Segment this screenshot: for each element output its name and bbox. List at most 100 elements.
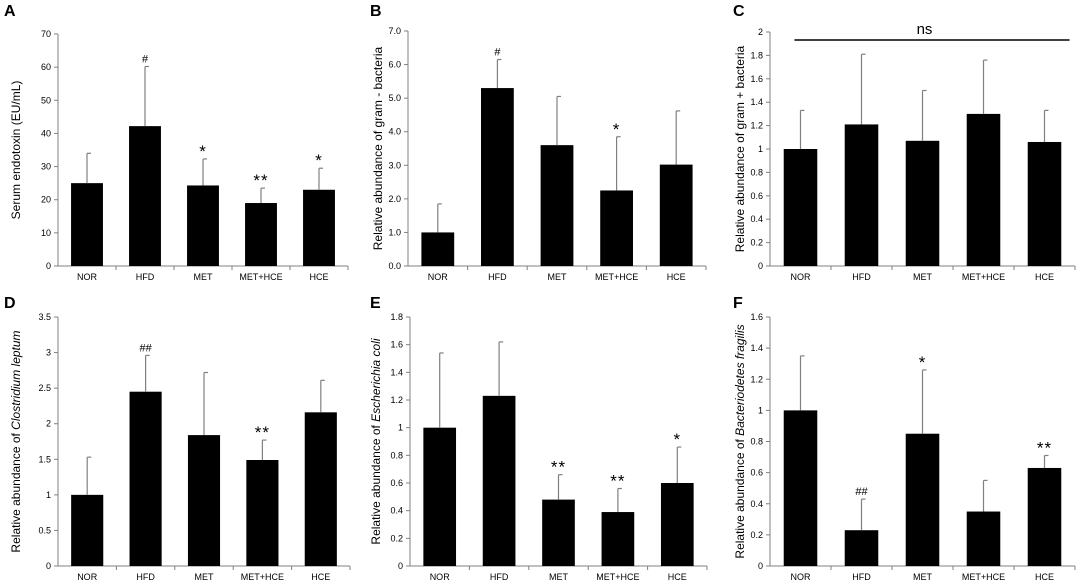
y-tick-label: 0 [758, 261, 763, 271]
significance-label: * [919, 353, 927, 372]
ns-label: ns [917, 21, 933, 38]
y-tick-label: 3.0 [388, 160, 401, 170]
panel-c: C 0 0.2 0.4 0.6 0.8 1 1.2 1.4 1.6 1.8 2 Relative abu… [733, 3, 1076, 282]
y-axis-label: Serum endotoxin (EU/mL) [9, 81, 23, 220]
x-tick-label: MET+HCE [962, 572, 1005, 582]
x-tick-label: HFD [852, 272, 871, 282]
y-tick-label: 0.0 [388, 261, 401, 271]
x-tick-label: NOR [77, 572, 98, 582]
panel-letter: E [370, 295, 381, 312]
x-tick-label: HCE [667, 272, 686, 282]
y-tick-label: 0.2 [750, 238, 763, 248]
x-tick-label: MET+HCE [595, 272, 638, 282]
y-tick-label: 0.6 [750, 468, 763, 478]
y-tick-label: 7.0 [388, 26, 401, 36]
y-tick-label: 3.5 [38, 312, 51, 322]
y-tick-label: 0 [46, 261, 51, 271]
y-tick-label: 1.2 [390, 395, 403, 405]
y-tick-label: 0.6 [390, 478, 403, 488]
y-tick-label: 1.4 [390, 367, 403, 377]
bar [966, 511, 1001, 566]
panel-letter: D [4, 295, 16, 312]
y-tick-label: 2 [46, 419, 51, 429]
y-axis-label-text: Relative abundance of gram + bacteria [733, 45, 747, 252]
y-axis-label: Relative abundance of Escherichia coli [369, 338, 383, 544]
x-tick-label: NOR [791, 272, 812, 282]
y-tick-label: 0.2 [390, 533, 403, 543]
y-tick-label: 50 [41, 95, 51, 105]
y-tick-label: 0 [398, 561, 403, 571]
panel-a: A 0 10 20 30 40 50 60 70 Serum endotoxin (EU/mL) N… [4, 3, 349, 282]
y-tick-label: 1.2 [750, 374, 763, 384]
y-axis-label: Relative abundance of gram - bacteria [371, 46, 385, 250]
bar [783, 410, 818, 566]
y-tick-label: 1 [46, 490, 51, 500]
bar [601, 512, 635, 566]
bar [129, 391, 162, 566]
y-tick-label: 2.5 [38, 383, 51, 393]
y-tick-label: 1.8 [750, 50, 763, 60]
significance-label: * [673, 430, 681, 449]
y-tick-label: 40 [41, 128, 51, 138]
y-axis-label-text: Relative abundance of [733, 436, 747, 559]
x-tick-label: MET [548, 272, 568, 282]
y-tick-label: 1.6 [750, 74, 763, 84]
significance-label: ** [1037, 439, 1052, 458]
y-axis-label-text: Relative abundance of gram - bacteria [371, 46, 385, 250]
x-tick-label: NOR [428, 272, 449, 282]
bar [71, 183, 103, 266]
bar [187, 185, 219, 266]
x-tick-label: HCE [668, 572, 687, 582]
y-tick-label: 0.4 [750, 214, 763, 224]
y-tick-label: 0 [758, 561, 763, 571]
panel-e: E 0 0.2 0.4 0.6 0.8 1 1.2 1.4 1.6 1.8 Relative abun… [369, 295, 708, 582]
bar [844, 530, 879, 566]
x-tick-label: HFD [488, 272, 507, 282]
bar [540, 145, 574, 266]
bar [600, 190, 633, 266]
y-tick-label: 1.6 [390, 340, 403, 350]
significance-label: ** [255, 423, 270, 442]
y-tick-label: 1.4 [750, 343, 763, 353]
y-axis-label-species: Escherichia coli [369, 338, 383, 422]
y-tick-label: 1.8 [390, 312, 403, 322]
y-tick-label: 0.5 [38, 525, 51, 535]
x-tick-label: MET+HCE [241, 572, 284, 582]
bar [905, 140, 940, 266]
bar [423, 427, 457, 566]
y-axis-label: Relative abundance of Clostridium leptum [9, 330, 23, 552]
bar [905, 433, 940, 566]
bar [660, 483, 694, 566]
y-tick-label: 1 [758, 405, 763, 415]
bar [187, 435, 221, 566]
significance-label: * [199, 142, 207, 161]
significance-label: * [315, 151, 323, 170]
bar [71, 494, 104, 566]
panel-letter: C [733, 3, 745, 20]
bar [1027, 467, 1062, 566]
y-axis-label-text: Relative abundance of [9, 430, 23, 553]
bar [304, 412, 337, 566]
bar [783, 149, 818, 266]
bar [542, 499, 575, 566]
y-tick-label: 20 [41, 195, 51, 205]
y-tick-label: 2.0 [388, 194, 401, 204]
y-tick-label: 0.4 [390, 506, 403, 516]
significance-label: ** [551, 458, 566, 477]
y-tick-label: 60 [41, 62, 51, 72]
x-tick-label: MET+HCE [962, 272, 1005, 282]
y-axis-label: Relative abundance of gram + bacteria [733, 45, 747, 252]
y-axis-label-text: Serum endotoxin (EU/mL) [9, 81, 23, 220]
panel-letter: F [733, 295, 743, 312]
y-tick-label: 1 [398, 423, 403, 433]
x-tick-label: HCE [309, 272, 328, 282]
panel-d: D 0 0.5 1 1.5 2 2.5 3 3.5 Relative abundance of C… [4, 295, 351, 582]
y-tick-label: 1.6 [750, 312, 763, 322]
y-tick-label: 1 [758, 144, 763, 154]
y-axis-label: Relative abundance of Bacteriodetes frag… [733, 324, 747, 558]
x-tick-label: HCE [1035, 272, 1054, 282]
y-tick-label: 30 [41, 162, 51, 172]
y-tick-label: 1.0 [388, 227, 401, 237]
y-tick-label: 70 [41, 29, 51, 39]
